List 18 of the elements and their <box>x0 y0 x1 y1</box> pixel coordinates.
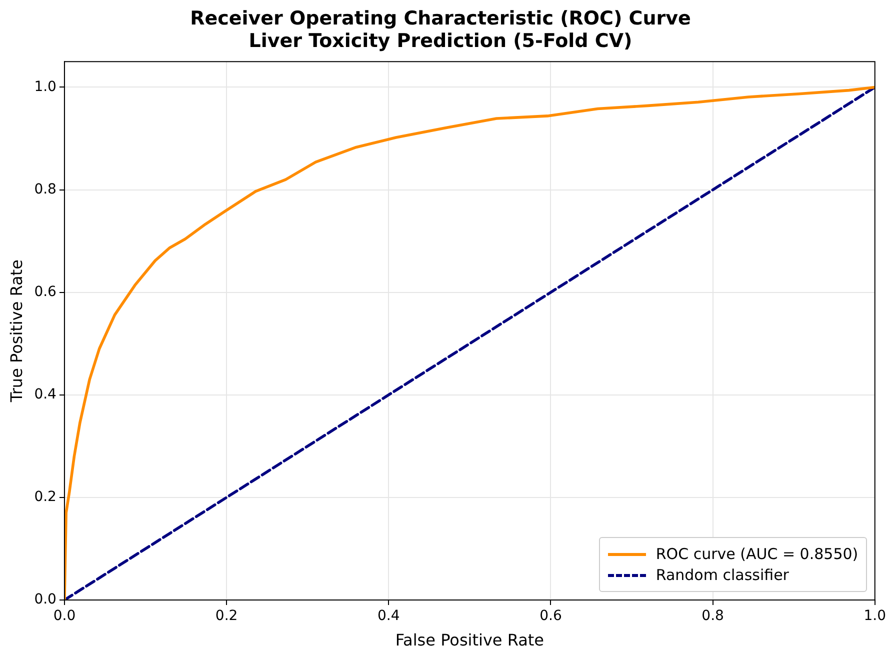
y-tick-label: 0.0 <box>34 592 56 608</box>
chart-title: Receiver Operating Characteristic (ROC) Curve <box>190 7 691 30</box>
chart-subtitle: Liver Toxicity Prediction (5-Fold CV) <box>248 30 632 52</box>
x-tick-label: 1.0 <box>864 608 886 624</box>
legend-label: ROC curve (AUC = 0.8550) <box>656 545 858 563</box>
y-tick-label: 0.8 <box>34 181 56 198</box>
x-tick-label: 0.4 <box>377 608 400 624</box>
legend-label: Random classifier <box>656 566 789 584</box>
y-tick-label: 0.6 <box>34 284 57 300</box>
x-axis-title: False Positive Rate <box>395 630 544 650</box>
y-tick-label: 1.0 <box>34 78 56 95</box>
x-tick-label: 0.6 <box>540 608 562 624</box>
y-axis-title: True Positive Rate <box>6 260 26 404</box>
x-tick-label: 0.2 <box>215 608 238 624</box>
y-tick-label: 0.4 <box>34 386 57 403</box>
y-tick-label: 0.2 <box>34 489 56 506</box>
x-tick-label: 0.0 <box>53 608 76 624</box>
x-tick-label: 0.8 <box>702 608 724 624</box>
